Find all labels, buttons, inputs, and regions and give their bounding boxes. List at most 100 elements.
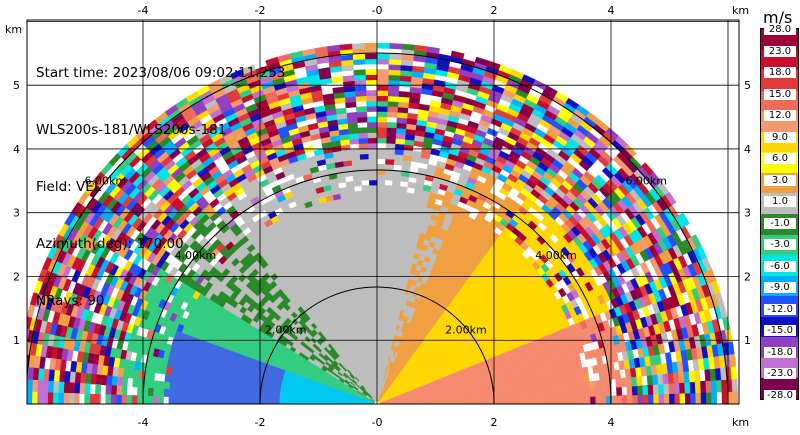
velocity-gate [485, 399, 491, 404]
velocity-gate [382, 227, 390, 234]
velocity-gate [376, 153, 386, 160]
velocity-gate [398, 90, 411, 98]
velocity-gate [356, 116, 368, 123]
velocity-gate [386, 127, 397, 134]
velocity-gate [399, 186, 408, 193]
velocity-gate [594, 380, 601, 389]
velocity-gate [381, 253, 388, 260]
velocity-gate [394, 270, 401, 277]
velocity-gate [383, 206, 392, 213]
velocity-gate [383, 301, 389, 308]
velocity-gate [368, 158, 378, 165]
velocity-gate [365, 79, 378, 86]
velocity-gate [376, 95, 389, 102]
velocity-gate [358, 148, 369, 155]
velocity-gate [367, 274, 373, 281]
velocity-gate [376, 300, 381, 307]
velocity-gate [372, 290, 378, 296]
velocity-gate [390, 201, 399, 208]
velocity-gate [405, 192, 415, 200]
velocity-gate [376, 327, 380, 333]
velocity-gate [371, 263, 378, 270]
velocity-gate [500, 399, 507, 404]
velocity-gate [370, 311, 375, 318]
velocity-gate [532, 398, 539, 404]
velocity-gate [387, 95, 399, 102]
velocity-gate [490, 399, 497, 404]
velocity-gate [390, 195, 400, 203]
velocity-gate [367, 142, 378, 149]
velocity-gate [611, 395, 618, 404]
velocity-gate [362, 206, 371, 213]
velocity-gate [379, 327, 383, 334]
velocity-gate [376, 58, 390, 65]
velocity-gate [380, 290, 386, 297]
velocity-gate [353, 180, 362, 187]
velocity-gate [376, 284, 382, 291]
velocity-gate [393, 159, 403, 166]
velocity-gate [303, 145, 315, 154]
velocity-gate [388, 74, 401, 81]
velocity-gate [626, 385, 633, 396]
velocity-gate [354, 90, 367, 97]
velocity-gate [356, 206, 364, 213]
velocity-gate [368, 179, 378, 186]
velocity-gate [663, 393, 670, 404]
velocity-gate [373, 306, 378, 312]
velocity-gate [357, 217, 365, 224]
velocity-gate [567, 376, 574, 385]
velocity-gate [357, 132, 368, 139]
velocity-gate [370, 221, 378, 228]
velocity-gate [515, 383, 522, 390]
velocity-gate [376, 163, 386, 170]
velocity-gate [376, 184, 385, 191]
velocity-gate [370, 232, 378, 239]
velocity-gate [381, 274, 387, 281]
velocity-gate [684, 381, 691, 394]
velocity-gate [389, 217, 397, 224]
velocity-gate [373, 311, 378, 318]
velocity-gate [381, 258, 388, 265]
velocity-gate [376, 274, 382, 281]
velocity-gate [721, 379, 728, 393]
velocity-gate [575, 360, 583, 370]
velocity-gate [386, 259, 393, 266]
velocity-gate [362, 195, 371, 202]
velocity-gate [369, 300, 374, 307]
velocity-gate [401, 43, 415, 51]
velocity-gate [376, 69, 389, 76]
velocity-gate [705, 380, 712, 393]
velocity-gate [376, 90, 389, 97]
velocity-gate [376, 206, 385, 212]
velocity-gate [474, 400, 481, 404]
velocity-gate [531, 386, 538, 394]
velocity-gate [369, 295, 374, 302]
velocity-gate [620, 377, 628, 388]
velocity-gate [376, 53, 390, 60]
velocity-gate [392, 248, 399, 256]
velocity-gate [383, 216, 391, 223]
velocity-gate [510, 393, 517, 400]
velocity-gate [387, 248, 394, 255]
velocity-gate [552, 391, 560, 399]
velocity-gate [366, 116, 378, 123]
velocity-gate [521, 388, 528, 395]
velocity-gate [694, 381, 702, 394]
velocity-gate [357, 222, 365, 229]
velocity-gate [376, 116, 388, 123]
velocity-gate [387, 90, 400, 97]
velocity-gate [388, 227, 396, 234]
velocity-gate [376, 190, 385, 197]
velocity-gate [637, 394, 644, 404]
velocity-gate [392, 174, 402, 182]
velocity-gate [542, 397, 549, 404]
velocity-gate [664, 352, 673, 364]
velocity-gate [579, 389, 586, 398]
velocity-gate [395, 127, 407, 135]
velocity-gate [381, 248, 389, 255]
velocity-gate [631, 385, 639, 396]
velocity-gate [370, 227, 378, 233]
velocity-gate [368, 174, 378, 181]
velocity-gate [632, 394, 639, 404]
velocity-gate [386, 106, 399, 113]
